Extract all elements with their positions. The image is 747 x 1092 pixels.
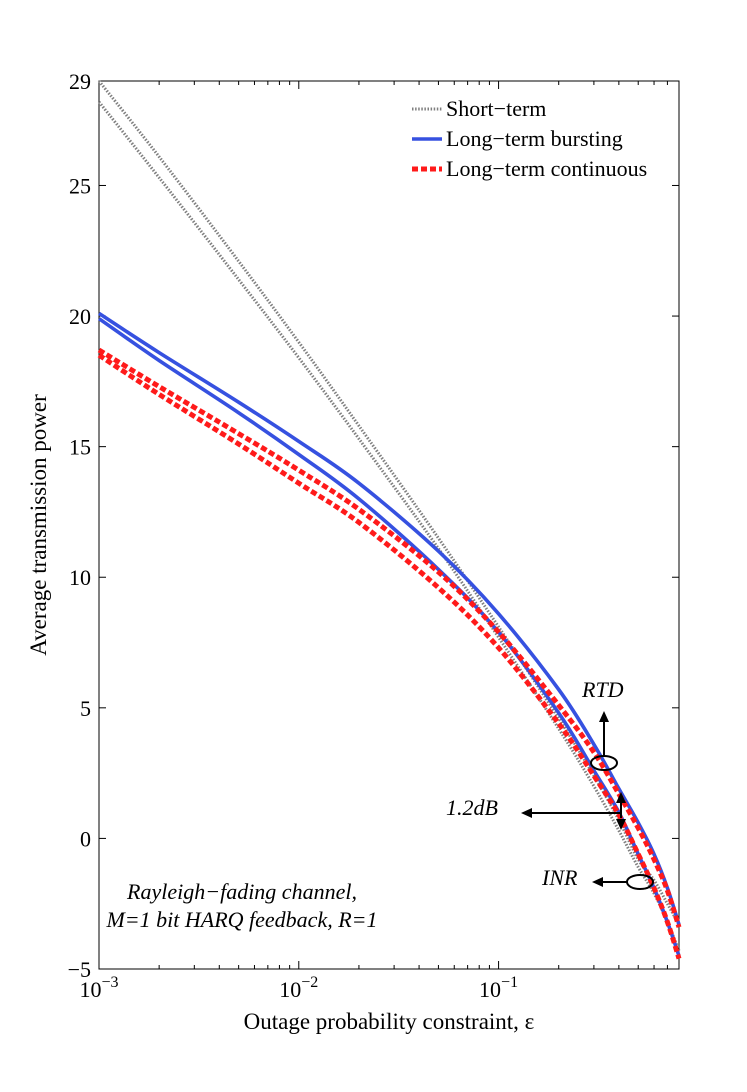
labels-layer: Outage probability constraint, ε Average… <box>26 394 534 1034</box>
y-tick-label: 20 <box>69 304 91 329</box>
gap-arrow-head-up <box>616 792 626 803</box>
legend: Short−term Long−term bursting Long−term co… <box>412 96 647 181</box>
gap-label: 1.2dB <box>446 795 498 820</box>
caption-line-1: Rayleigh−fading channel, <box>126 879 357 904</box>
x-tick-label-base: 10 <box>79 977 101 1002</box>
x-axis-title: Outage probability constraint, ε <box>244 1009 535 1034</box>
series-line-short-term-inr <box>97 100 681 952</box>
x-tick-label: 10−2 <box>279 974 318 1002</box>
inr-label: INR <box>541 865 578 890</box>
x-tick-label-exponent: −2 <box>301 974 318 991</box>
legend-label: Long−term bursting <box>446 126 623 151</box>
axes-box <box>98 80 680 970</box>
legend-label: Long−term continuous <box>446 156 647 181</box>
x-tick-label-base: 10 <box>279 977 301 1002</box>
legend-label: Short−term <box>446 96 546 121</box>
y-tick-label: 0 <box>80 826 91 851</box>
gap-arrow-head-left <box>521 808 532 818</box>
x-tick-label: 10−3 <box>79 974 118 1002</box>
gap-arrow-head-down <box>616 819 626 830</box>
rtd-arrow-head <box>599 711 609 722</box>
rtd-label: RTD <box>581 677 624 702</box>
y-tick-label: 29 <box>69 69 91 94</box>
y-tick-label: 5 <box>80 696 91 721</box>
y-tick-label: −5 <box>68 957 91 982</box>
annotation-layer: RTD 1.2dB INR Rayleigh−fading channel, M=1 b… <box>105 677 654 932</box>
inr-arrow-head <box>592 877 603 887</box>
y-tick-label: 25 <box>69 173 91 198</box>
series-line-long-term-continuous-inr <box>97 353 682 960</box>
x-tick-label-exponent: −1 <box>501 974 518 991</box>
y-axis-title: Average transmission power <box>26 394 51 656</box>
series-line-long-term-continuous-rtd <box>97 347 682 928</box>
y-tick-label: 10 <box>69 565 91 590</box>
x-tick-label-exponent: −3 <box>101 974 118 991</box>
y-tick-label: 15 <box>69 435 91 460</box>
x-tick-label: 10−1 <box>479 974 518 1002</box>
x-tick-label-base: 10 <box>479 977 501 1002</box>
caption-line-2: M=1 bit HARQ feedback, R=1 <box>105 907 377 932</box>
